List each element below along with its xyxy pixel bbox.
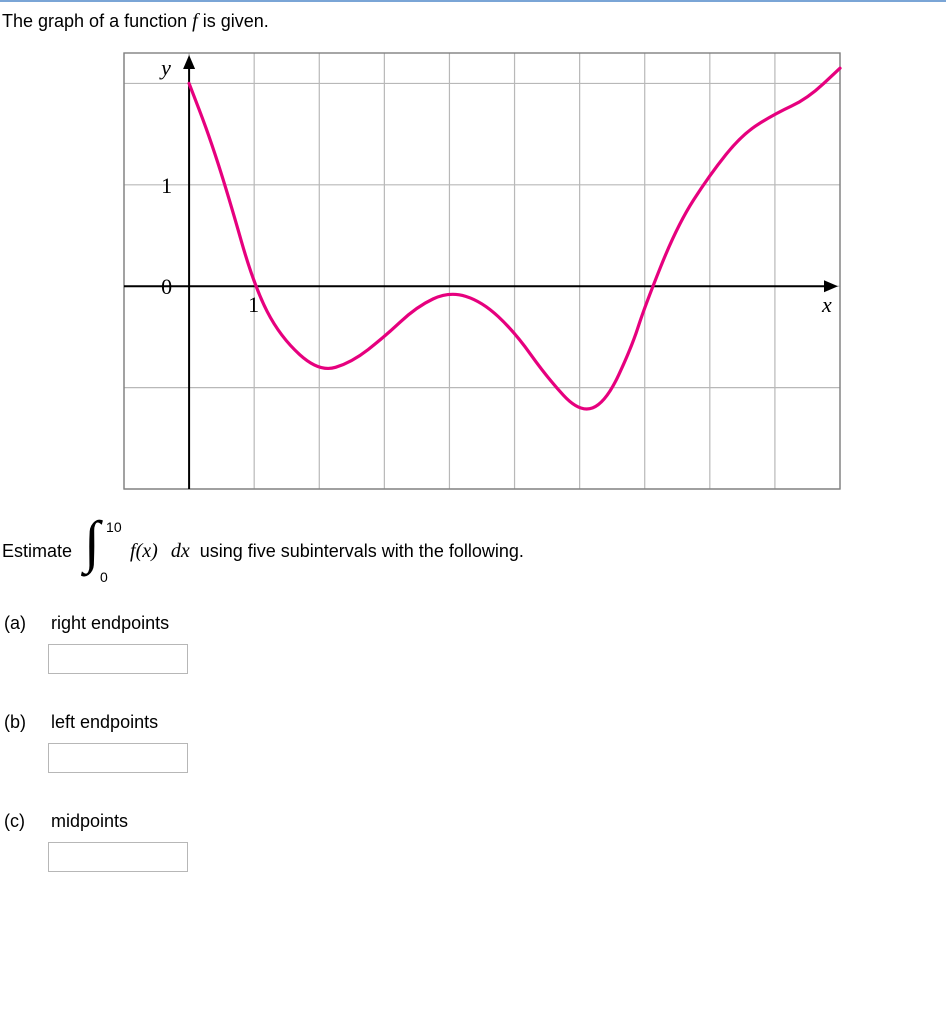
estimate-line: Estimate ∫ 10 0 f(x) dx using five subin… <box>2 519 944 583</box>
dx-text: dx <box>171 540 190 563</box>
part-c-input[interactable] <box>48 842 188 872</box>
estimate-tail: using five subintervals with the followi… <box>200 541 524 562</box>
intro-text: The graph of a function f is given. <box>2 10 944 33</box>
svg-text:y: y <box>159 55 171 80</box>
svg-text:1: 1 <box>248 292 259 317</box>
svg-text:x: x <box>821 292 832 317</box>
fx-text: f(x) <box>130 540 158 563</box>
function-graph: 1 0 1 y x <box>122 51 842 491</box>
integral-lower: 0 <box>100 569 108 585</box>
part-a-text: right endpoints <box>51 613 169 634</box>
chart-container: 1 0 1 y x <box>122 51 944 491</box>
part-a: (a) right endpoints <box>2 613 944 674</box>
svg-text:1: 1 <box>161 173 172 198</box>
top-rule <box>0 0 946 2</box>
part-b-text: left endpoints <box>51 712 158 733</box>
part-c-text: midpoints <box>51 811 128 832</box>
part-a-input[interactable] <box>48 644 188 674</box>
content: The graph of a function f is given. 101y… <box>0 10 946 872</box>
intro-suffix: is given. <box>198 11 269 31</box>
part-b-label: (b) <box>4 712 46 733</box>
part-c: (c) midpoints <box>2 811 944 872</box>
integral-symbol: ∫ 10 0 <box>76 519 126 583</box>
part-b-input[interactable] <box>48 743 188 773</box>
svg-text:0: 0 <box>161 274 172 299</box>
part-b: (b) left endpoints <box>2 712 944 773</box>
part-a-label: (a) <box>4 613 46 634</box>
integral-upper: 10 <box>106 519 122 535</box>
part-c-label: (c) <box>4 811 46 832</box>
estimate-word: Estimate <box>2 541 72 562</box>
intro-prefix: The graph of a function <box>2 11 192 31</box>
integral-glyph: ∫ <box>84 513 100 571</box>
